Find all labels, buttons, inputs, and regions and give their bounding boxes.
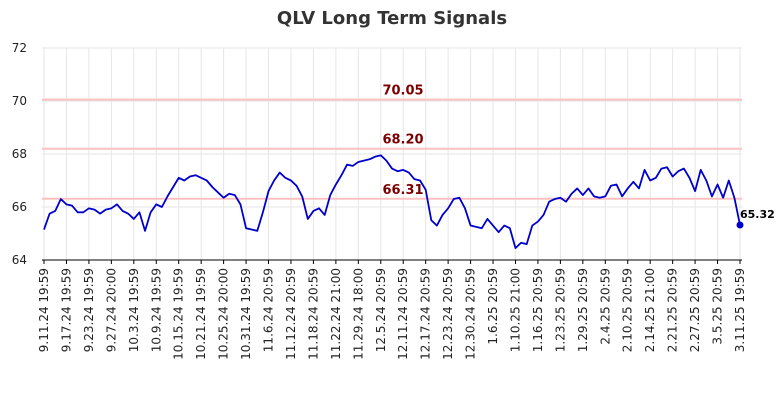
reference-line-label: 68.20	[382, 133, 423, 148]
x-tick-label: 9.23.24 19:59	[82, 268, 96, 352]
x-tick-label: 12.17.24 20:59	[419, 268, 433, 360]
y-tick-label: 66	[12, 200, 27, 214]
grid-layer	[42, 47, 742, 261]
x-tick-label: 2.14.25 21:00	[643, 268, 657, 352]
x-tick-label: 9.17.24 19:59	[59, 268, 73, 352]
x-tick-label: 11.29.24 18:00	[351, 268, 365, 360]
labels-layer: 9.11.24 19:59 9.17.24 19:59 9.23.24 19:59 9…	[12, 41, 775, 360]
x-tick-label: 10.25.24 20:00	[217, 268, 231, 360]
y-tick-label: 68	[12, 147, 27, 161]
x-tick-label: 2.10.25 20:59	[621, 268, 635, 352]
x-tick-label: 3.5.25 20:59	[711, 268, 725, 345]
x-tick-label: 11.22.24 21:00	[329, 268, 343, 360]
reference-line-label: 66.31	[382, 183, 423, 198]
axes	[42, 259, 742, 264]
x-tick-label: 1.23.25 20:59	[553, 268, 567, 352]
y-tick-label: 64	[12, 253, 27, 267]
x-tick-label: 10.31.24 19:59	[239, 268, 253, 360]
x-tick-label: 10.3.24 19:59	[127, 268, 141, 352]
x-tick-label: 9.11.24 19:59	[37, 268, 51, 352]
x-tick-label: 11.6.24 20:59	[262, 268, 276, 352]
x-tick-label: 2.27.25 20:59	[688, 268, 702, 352]
last-value-label: 65.32	[740, 208, 775, 221]
series-line	[43, 154, 741, 249]
x-tick-label: 10.15.24 19:59	[172, 268, 186, 360]
x-tick-label: 3.11.25 19:59	[733, 268, 747, 352]
x-tick-label: 11.18.24 20:59	[306, 268, 320, 360]
x-tick-label: 12.23.24 20:59	[441, 268, 455, 360]
x-tick-label: 12.5.24 20:59	[374, 268, 388, 352]
chart-title: QLV Long Term Signals	[276, 8, 508, 29]
x-tick-label: 1.16.25 20:59	[531, 268, 545, 352]
y-tick-label: 70	[12, 94, 27, 108]
x-tick-label: 10.9.24 19:59	[149, 268, 163, 352]
reference-lines	[42, 98, 742, 200]
series-layer	[43, 154, 744, 249]
x-tick-label: 1.29.25 20:59	[576, 268, 590, 352]
reference-line-label: 70.05	[382, 84, 423, 99]
y-tick-label: 72	[12, 41, 27, 55]
x-tick-label: 12.30.24 20:59	[464, 268, 478, 360]
x-tick-label: 2.4.25 20:59	[598, 268, 612, 345]
x-tick-label: 12.11.24 20:59	[396, 268, 410, 360]
x-tick-label: 1.6.25 20:59	[486, 268, 500, 345]
x-tick-label: 1.10.25 21:00	[508, 268, 522, 352]
x-tick-label: 2.21.25 20:59	[666, 268, 680, 352]
x-tick-label: 10.21.24 19:59	[194, 268, 208, 360]
x-tick-label: 11.12.24 20:59	[284, 268, 298, 360]
last-point-marker	[736, 221, 744, 229]
x-tick-label: 9.27.24 20:00	[104, 268, 118, 352]
